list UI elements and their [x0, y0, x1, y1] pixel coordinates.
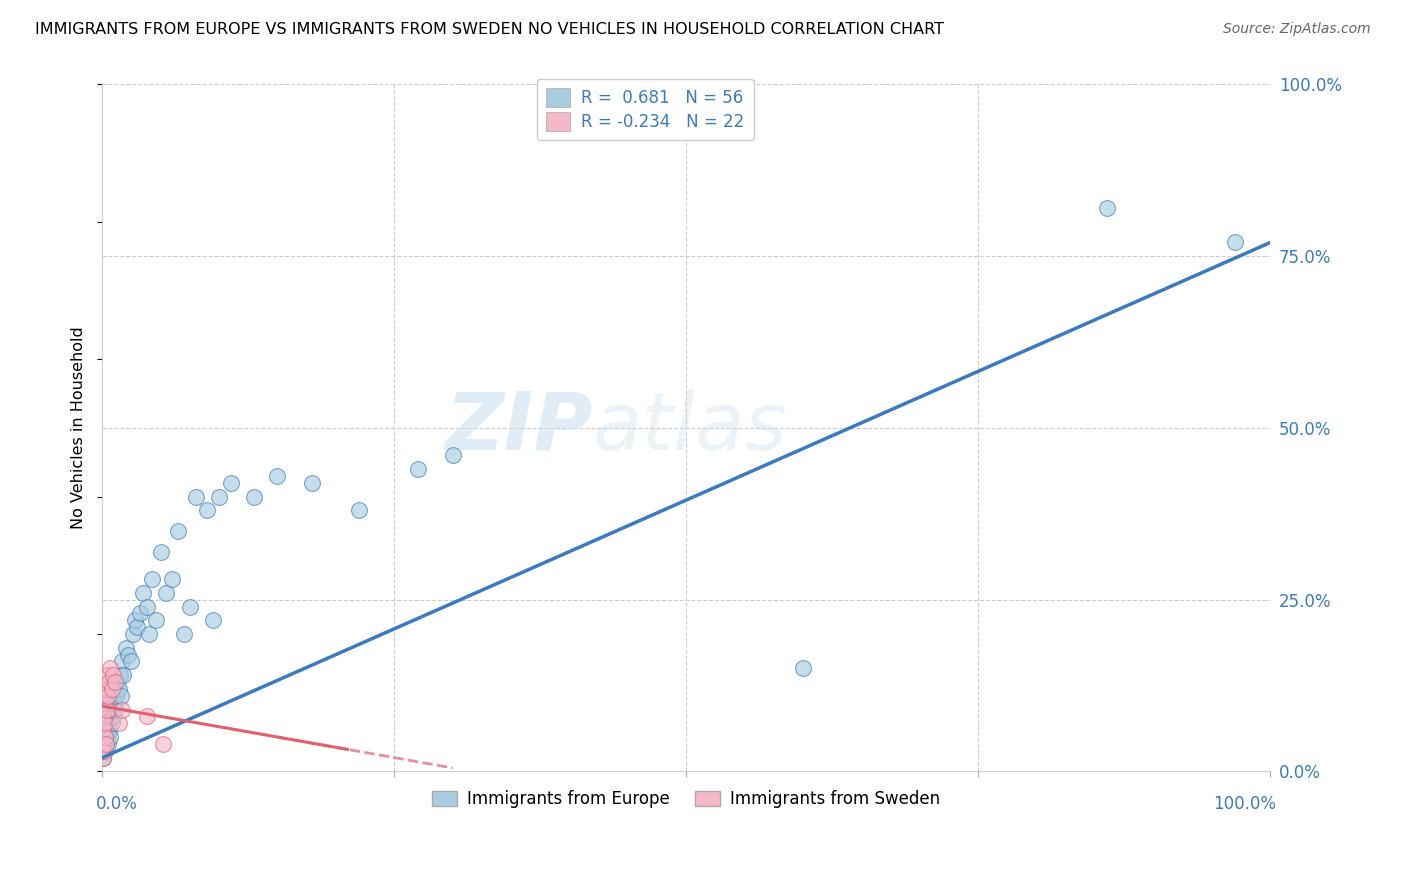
Point — [94, 737, 117, 751]
Point — [266, 469, 288, 483]
Point — [94, 681, 117, 696]
Point — [97, 716, 120, 731]
Point — [97, 737, 120, 751]
Point — [93, 716, 115, 731]
Point — [173, 627, 195, 641]
Point — [179, 599, 201, 614]
Point — [93, 730, 115, 744]
Point — [98, 675, 121, 690]
Point — [93, 744, 115, 758]
Point — [94, 723, 117, 738]
Point — [98, 723, 121, 738]
Point — [98, 702, 121, 716]
Point — [100, 661, 122, 675]
Point — [96, 709, 118, 723]
Text: Source: ZipAtlas.com: Source: ZipAtlas.com — [1223, 22, 1371, 37]
Point — [120, 655, 142, 669]
Point — [91, 737, 114, 751]
Point — [111, 702, 134, 716]
Point — [93, 744, 115, 758]
Text: 100.0%: 100.0% — [1213, 795, 1277, 814]
Point — [100, 696, 122, 710]
Point — [406, 462, 429, 476]
Point — [243, 490, 266, 504]
Point — [96, 668, 118, 682]
Point — [112, 668, 135, 682]
Text: atlas: atlas — [593, 389, 787, 467]
Point — [93, 709, 115, 723]
Point — [100, 716, 122, 731]
Point — [107, 716, 129, 731]
Point — [96, 730, 118, 744]
Y-axis label: No Vehicles in Household: No Vehicles in Household — [72, 326, 86, 529]
Point — [1225, 235, 1247, 250]
Point — [141, 572, 163, 586]
Point — [195, 503, 218, 517]
Point — [138, 627, 160, 641]
Point — [93, 750, 115, 764]
Point — [108, 668, 131, 682]
Point — [152, 737, 174, 751]
Point — [347, 503, 370, 517]
Legend: Immigrants from Europe, Immigrants from Sweden: Immigrants from Europe, Immigrants from … — [426, 783, 946, 814]
Point — [103, 681, 125, 696]
Text: IMMIGRANTS FROM EUROPE VS IMMIGRANTS FROM SWEDEN NO VEHICLES IN HOUSEHOLD CORREL: IMMIGRANTS FROM EUROPE VS IMMIGRANTS FRO… — [35, 22, 945, 37]
Point — [101, 709, 124, 723]
Point — [103, 696, 125, 710]
Point — [441, 449, 464, 463]
Point — [93, 696, 115, 710]
Point — [135, 599, 157, 614]
Point — [792, 661, 814, 675]
Point — [105, 689, 128, 703]
Point — [1095, 201, 1118, 215]
Point — [135, 709, 157, 723]
Point — [155, 586, 177, 600]
Point — [162, 572, 184, 586]
Point — [149, 544, 172, 558]
Point — [97, 689, 120, 703]
Point — [202, 613, 225, 627]
Text: 0.0%: 0.0% — [97, 795, 138, 814]
Point — [94, 737, 117, 751]
Point — [167, 524, 190, 538]
Point — [124, 613, 146, 627]
Point — [114, 640, 136, 655]
Point — [107, 681, 129, 696]
Point — [100, 730, 122, 744]
Point — [93, 723, 115, 738]
Text: ZIP: ZIP — [446, 389, 593, 467]
Point — [128, 607, 150, 621]
Point — [100, 681, 122, 696]
Point — [219, 475, 242, 490]
Point — [208, 490, 231, 504]
Point — [110, 689, 132, 703]
Point — [96, 702, 118, 716]
Point — [104, 675, 127, 690]
Point — [111, 655, 134, 669]
Point — [127, 620, 149, 634]
Point — [91, 750, 114, 764]
Point — [121, 627, 143, 641]
Point — [117, 648, 139, 662]
Point — [301, 475, 323, 490]
Point — [104, 702, 127, 716]
Point — [105, 675, 128, 690]
Point — [132, 586, 155, 600]
Point — [145, 613, 167, 627]
Point — [184, 490, 207, 504]
Point — [101, 668, 124, 682]
